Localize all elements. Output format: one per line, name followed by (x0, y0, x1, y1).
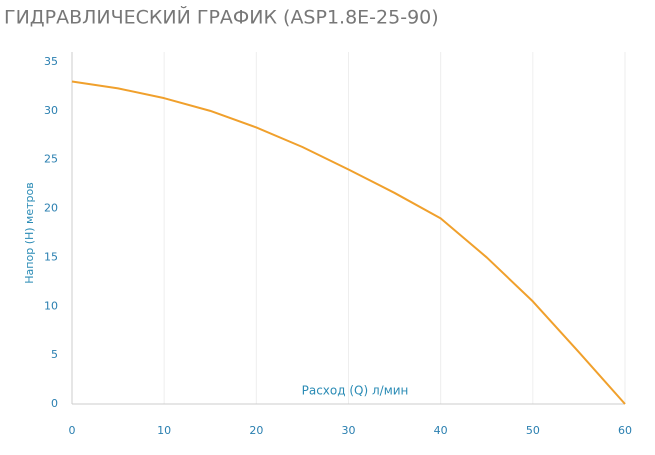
x-tick-label: 60 (618, 424, 632, 437)
x-tick-label: 50 (526, 424, 540, 437)
y-tick-label: 30 (44, 104, 58, 117)
x-axis-label: Расход (Q) л/мин (302, 384, 409, 398)
y-tick-label: 5 (51, 348, 58, 361)
x-tick-label: 30 (342, 424, 356, 437)
y-tick-label: 0 (51, 397, 58, 410)
series-line (71, 80, 626, 405)
x-tick-label: 10 (157, 424, 171, 437)
chart-title: ГИДРАВЛИЧЕСКИЙ ГРАФИК (ASP1.8E-25-90) (4, 6, 439, 29)
x-tick-label: 0 (69, 424, 76, 437)
x-tick-label: 40 (434, 424, 448, 437)
y-tick-label: 10 (44, 299, 58, 312)
y-tick-label: 15 (44, 250, 58, 263)
y-tick-label: 20 (44, 202, 58, 215)
x-tick-label: 20 (249, 424, 263, 437)
y-tick-label: 35 (44, 55, 58, 68)
y-axis-label: Напор (H) метров (23, 182, 36, 283)
y-tick-label: 25 (44, 153, 58, 166)
